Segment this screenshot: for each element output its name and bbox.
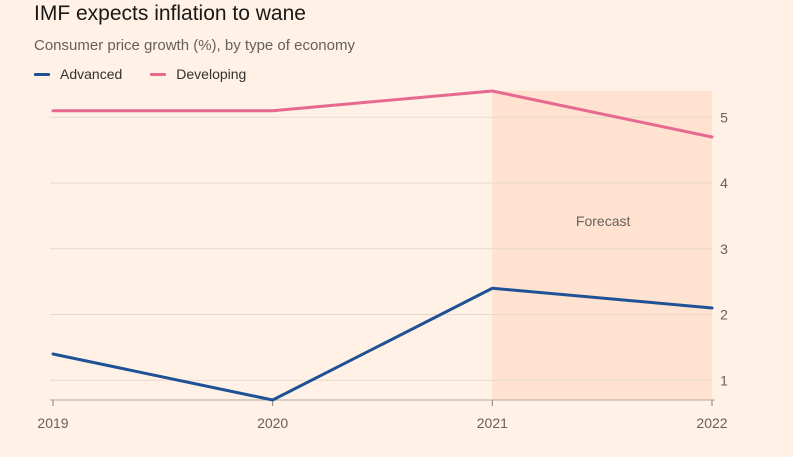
legend-label-developing: Developing — [176, 66, 247, 82]
legend: Advanced Developing — [34, 66, 246, 82]
legend-label-advanced: Advanced — [60, 66, 123, 82]
y-tick-label-5: 5 — [720, 109, 728, 125]
x-tick-label-2020: 2020 — [257, 415, 288, 431]
y-tick-label-3: 3 — [720, 241, 728, 257]
forecast-band — [492, 91, 712, 400]
legend-item-developing: Developing — [150, 66, 246, 82]
x-tick-label-2021: 2021 — [477, 415, 508, 431]
chart-title: IMF expects inflation to wane — [34, 2, 306, 25]
series-line-advanced — [51, 286, 714, 402]
y-tick-label-4: 4 — [720, 175, 728, 191]
x-tick-label-2019: 2019 — [37, 415, 68, 431]
series-line-developing — [51, 89, 714, 139]
y-tick-label-1: 1 — [720, 372, 728, 388]
legend-swatch-advanced — [34, 72, 50, 76]
y-tick-label-2: 2 — [720, 307, 728, 323]
forecast-label: Forecast — [576, 213, 631, 229]
x-tick-label-2022: 2022 — [696, 415, 727, 431]
chart-subtitle: Consumer price growth (%), by type of ec… — [34, 37, 355, 54]
legend-swatch-developing — [150, 72, 167, 76]
legend-item-advanced: Advanced — [34, 66, 122, 82]
